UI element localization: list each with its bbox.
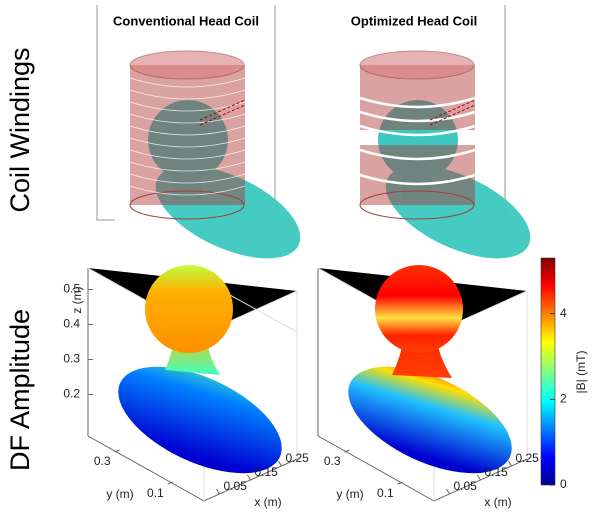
- y-axis-label: y (m): [336, 487, 363, 501]
- z-axis-label: z (m): [70, 286, 84, 313]
- x-tick-label: 0.05: [454, 479, 478, 493]
- z-tick-label: 0.3: [63, 352, 80, 366]
- coil-render: [360, 51, 544, 278]
- z-tick-label: 0.2: [63, 387, 80, 401]
- x-tick-label: 0.25: [516, 451, 540, 465]
- frame: [97, 5, 115, 220]
- figure: Coil Windings DF Amplitude Conventional …: [0, 0, 614, 513]
- row-label: Coil Windings: [5, 47, 35, 212]
- colorbar: [541, 258, 555, 485]
- x-tick: [447, 489, 450, 494]
- y-tick-label: 0.3: [94, 454, 111, 468]
- row-label: DF Amplitude: [5, 309, 35, 471]
- panel-title: Optimized Head Coil: [351, 13, 477, 28]
- x-tick: [478, 475, 481, 480]
- panel-title: Conventional Head Coil: [113, 13, 259, 28]
- y-tick-label: 0.1: [147, 486, 164, 500]
- x-axis-label: x (m): [254, 495, 281, 509]
- x-tick: [279, 461, 282, 466]
- coil-render: [130, 51, 314, 278]
- x-tick: [217, 489, 220, 494]
- colorbar-tick-label: 4: [560, 306, 567, 320]
- colorbar-tick-label: 0: [560, 477, 567, 491]
- z-tick-label: 0.4: [63, 317, 80, 331]
- x-axis-label: x (m): [484, 495, 511, 509]
- y-tick-label: 0.1: [377, 486, 394, 500]
- colorbar-tick-label: 2: [560, 392, 567, 406]
- x-tick: [248, 475, 251, 480]
- y-tick-label: 0.3: [324, 454, 341, 468]
- frame: [505, 5, 520, 220]
- colorbar-label: |B| (mT): [574, 351, 588, 394]
- x-tick-label: 0.05: [224, 479, 248, 493]
- x-tick-label: 0.25: [286, 451, 310, 465]
- y-axis-label: y (m): [106, 487, 133, 501]
- frame: [275, 5, 290, 220]
- x-tick-label: 0.15: [255, 465, 279, 479]
- x-tick-label: 0.15: [485, 465, 509, 479]
- x-tick: [509, 461, 512, 466]
